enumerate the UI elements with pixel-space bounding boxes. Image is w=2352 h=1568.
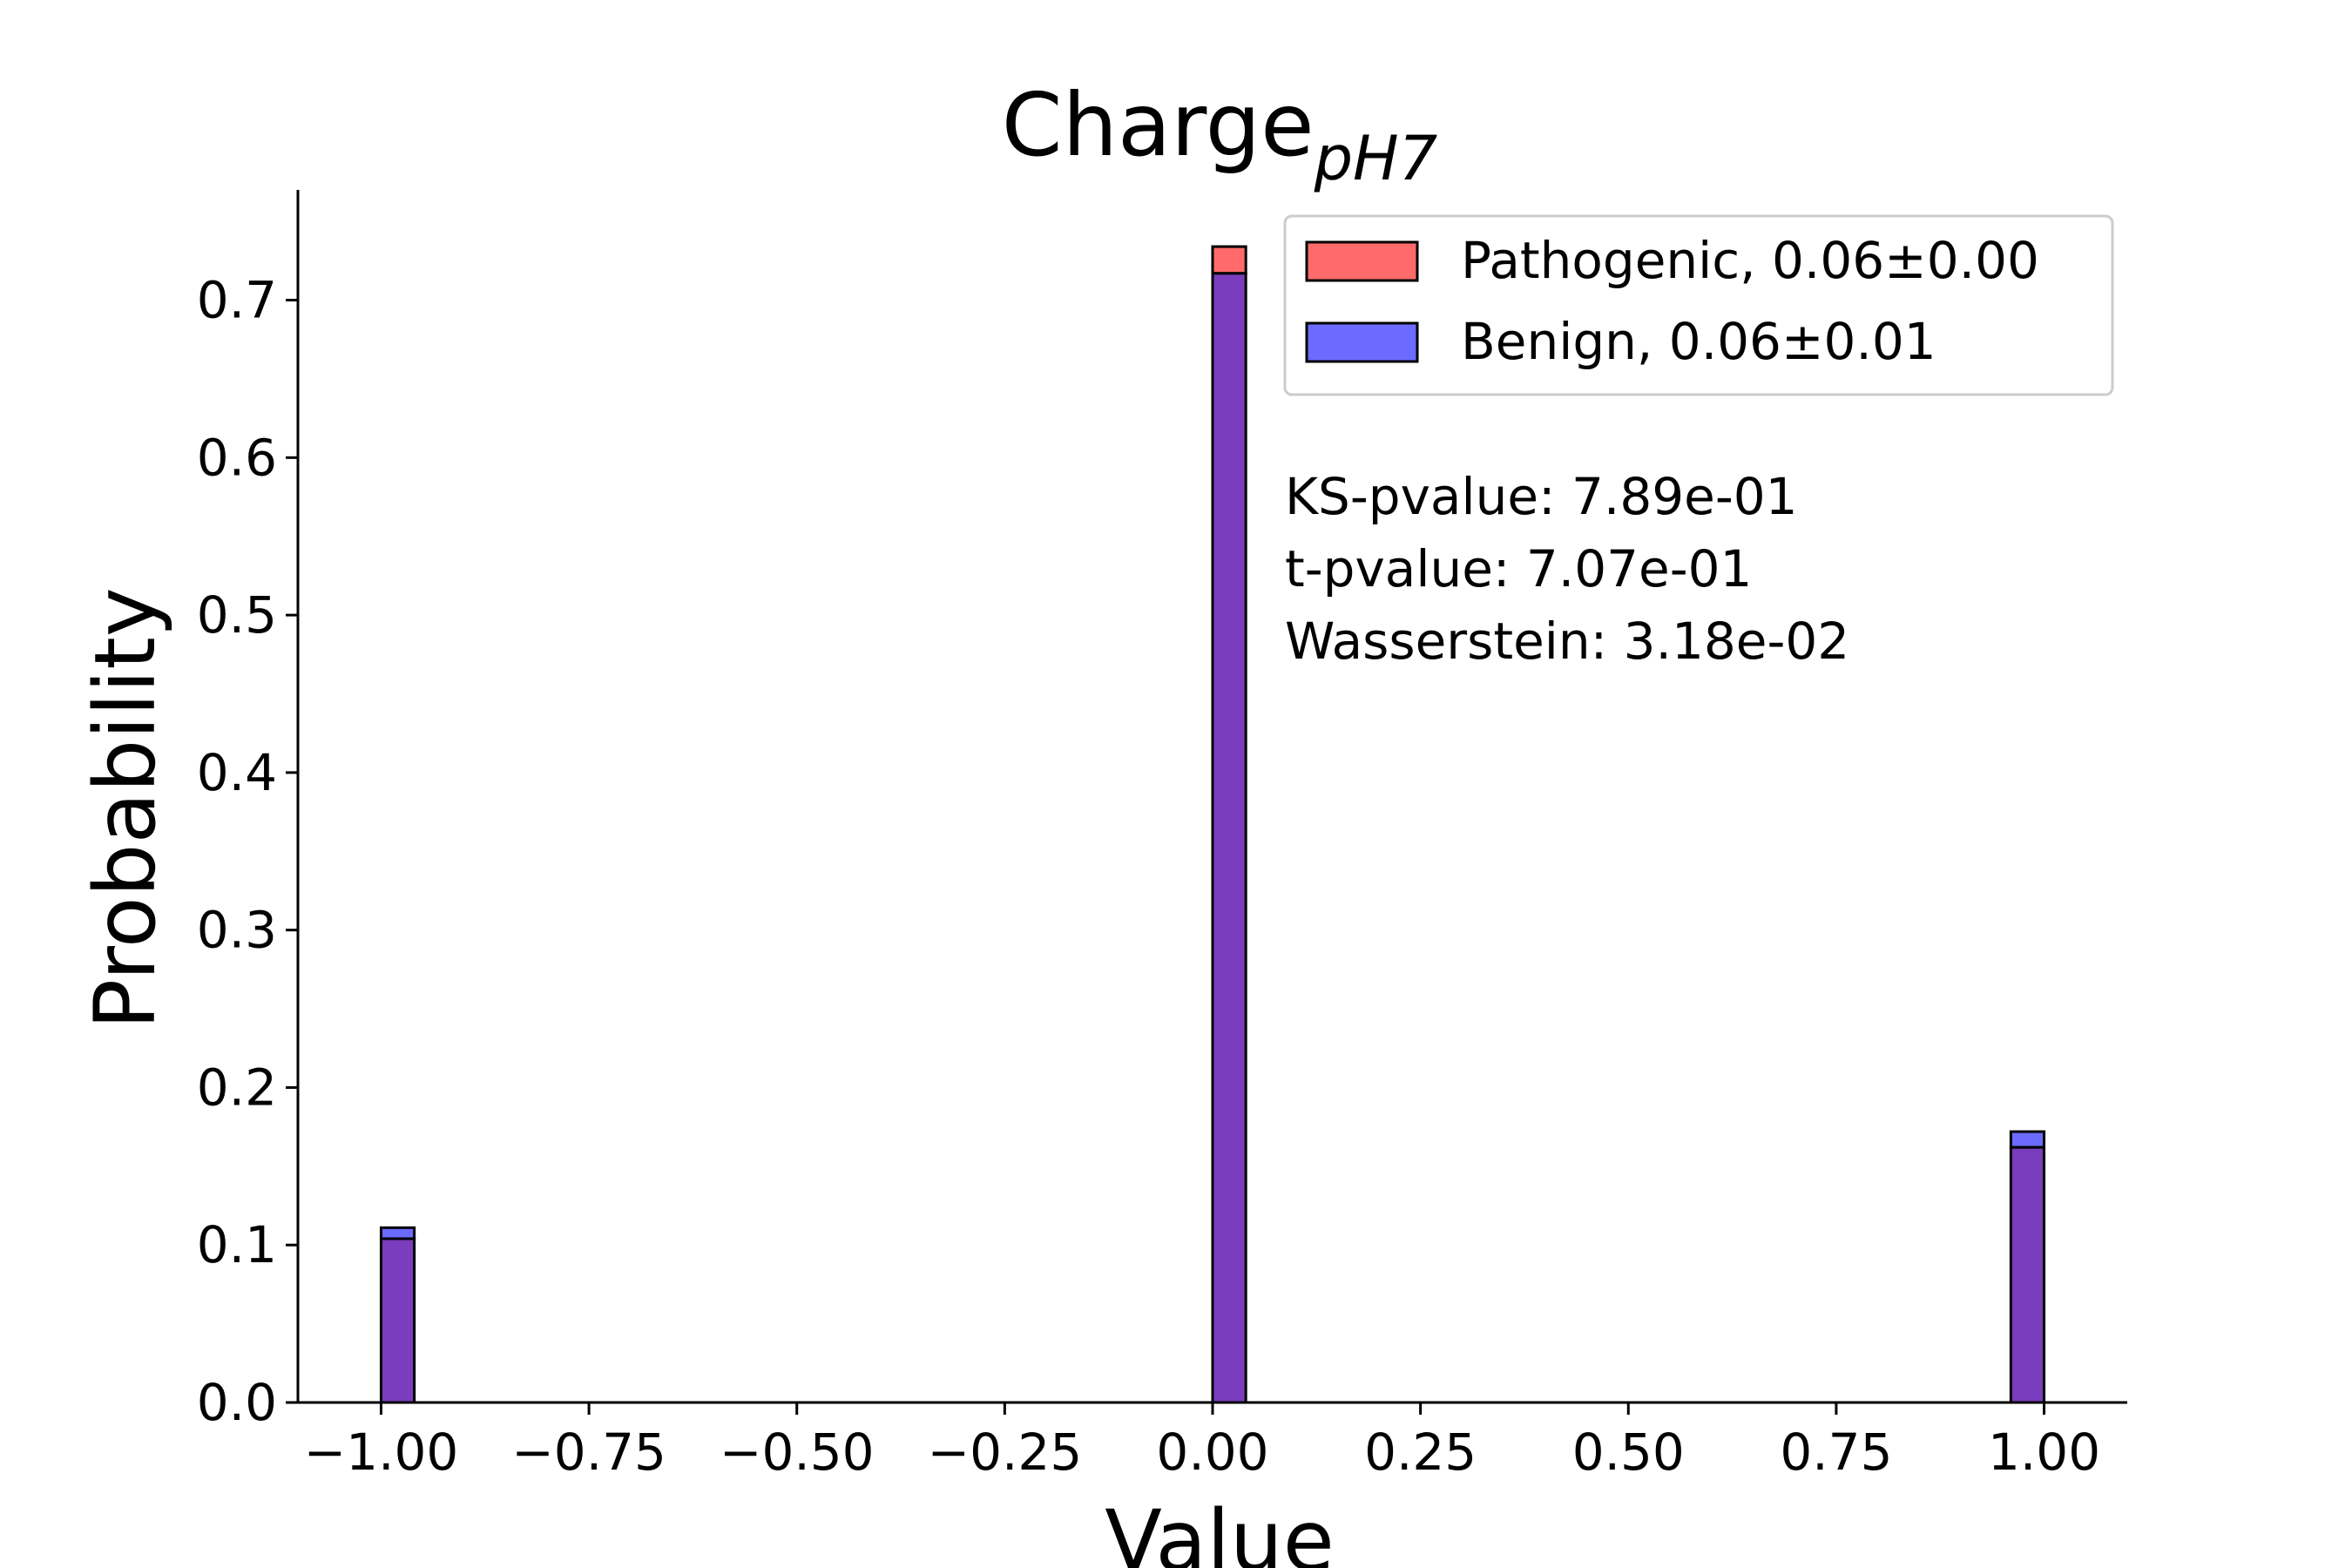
y-tick-label: 0.6 [197,428,277,487]
y-tick-label: 0.0 [197,1373,277,1432]
legend-label-benign: Benign, 0.06±0.01 [1461,312,1936,371]
bar-overlap-0p96 [2009,1146,2046,1404]
y-tick-label: 0.4 [197,743,277,802]
y-axis-ticks: 0.0 0.1 0.2 0.3 0.4 0.5 0.6 0.7 [197,271,298,1432]
x-tick-label: −1.00 [304,1423,459,1482]
x-tick-label: 0.25 [1364,1423,1477,1482]
y-tick-label: 0.7 [197,271,277,330]
bar-pathogenic-0 [1211,245,1247,275]
x-tick-label: −0.75 [511,1423,666,1482]
y-tick-label: 0.3 [197,901,277,960]
bar-benign-0p96 [2009,1130,2046,1149]
chart-title: ChargepH7 [1002,74,1437,194]
stats-annotation-line: t-pvalue: 7.07e-01 [1285,539,1752,598]
legend-label-pathogenic: Pathogenic, 0.06±0.00 [1461,231,2039,290]
x-tick-label: −0.25 [927,1423,1082,1482]
x-tick-label: 0.75 [1780,1423,1892,1482]
x-tick-label: −0.50 [720,1423,875,1482]
legend-box [1283,214,2114,396]
chart-title-main: Charge [1002,74,1315,176]
x-tick-label: 1.00 [1988,1423,2100,1482]
stats-annotation-line: Wasserstein: 3.18e-02 [1285,612,1849,671]
x-tick-label: 0.50 [1572,1423,1685,1482]
legend-swatch-benign [1305,321,1419,363]
y-tick-label: 0.2 [197,1058,277,1117]
x-axis-label: Value [1105,1492,1335,1568]
legend: Pathogenic, 0.06±0.00 Benign, 0.06±0.01 [1283,214,2114,396]
y-axis-label: Probability [77,587,174,1029]
x-axis-ticks: −1.00 −0.75 −0.50 −0.25 0.00 0.25 0.50 0.75 1.00 [304,1402,2100,1482]
bar-overlap-m1 [379,1237,416,1404]
histogram-bars [379,245,2046,1404]
x-tick-label: 0.00 [1156,1423,1268,1482]
y-tick-label: 0.1 [197,1215,277,1274]
stats-annotation-line: KS-pvalue: 7.89e-01 [1285,467,1798,526]
y-tick-label: 0.5 [197,585,277,645]
bar-overlap-0 [1211,272,1247,1404]
chart-title-subscript: pH7 [1314,123,1438,194]
bar-benign-m1 [379,1226,416,1240]
stats-annotations: KS-pvalue: 7.89e-01 t-pvalue: 7.07e-01 Was… [1285,467,1849,671]
legend-swatch-pathogenic [1305,240,1419,282]
